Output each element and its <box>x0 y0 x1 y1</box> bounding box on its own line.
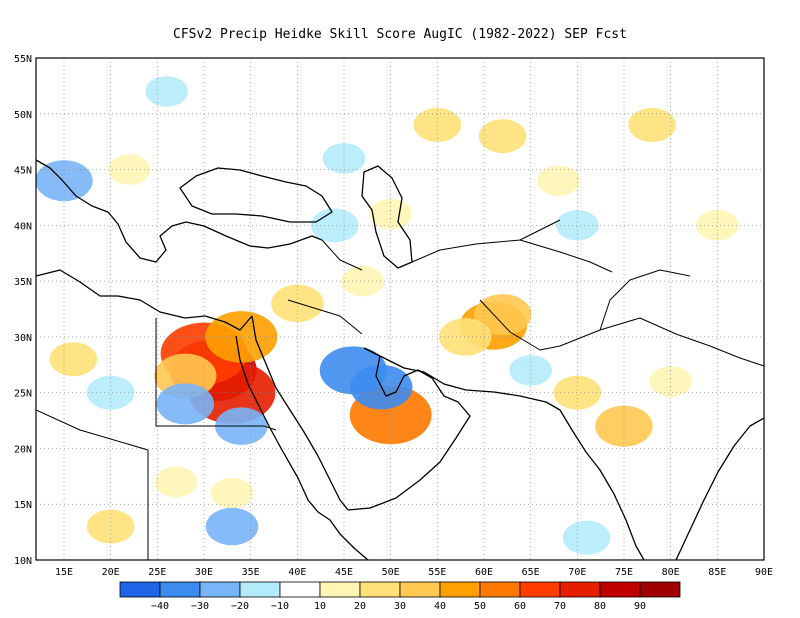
lon-tick-label: 60E <box>475 567 493 578</box>
lat-tick-label: 10N <box>14 556 32 567</box>
lat-tick-label: 35N <box>14 277 32 288</box>
black-sea-coast <box>179 167 333 223</box>
colorbar-label: −10 <box>271 601 289 612</box>
skill-patch <box>205 507 259 546</box>
skill-patch <box>473 294 532 336</box>
skill-patch <box>107 154 151 185</box>
colorbar-swatch <box>519 581 561 598</box>
colorbar-swatch <box>239 581 281 598</box>
lat-tick-label: 15N <box>14 500 32 511</box>
lon-tick-label: 75E <box>615 567 633 578</box>
skill-patch <box>310 208 359 243</box>
skill-patch <box>341 265 385 297</box>
lat-tick-label: 30N <box>14 333 32 344</box>
lat-tick-label: 55N <box>14 54 32 65</box>
colorbar-label: 80 <box>594 601 606 612</box>
colorbar-label: 60 <box>514 601 526 612</box>
skill-patch <box>154 466 198 498</box>
colorbar-label: 90 <box>634 601 646 612</box>
skill-patch <box>271 284 324 323</box>
skill-field <box>36 76 739 555</box>
lon-tick-label: 70E <box>568 567 586 578</box>
lon-tick-label: 85E <box>708 567 726 578</box>
lon-tick-label: 65E <box>522 567 540 578</box>
skill-patch <box>413 107 462 142</box>
skill-patch <box>36 160 93 202</box>
skill-patch <box>478 119 527 154</box>
lon-tick-label: 25E <box>148 567 166 578</box>
lat-tick-label: 50N <box>14 110 32 121</box>
colorbar-swatch <box>559 581 601 598</box>
skill-patch <box>156 383 215 425</box>
iran-coast <box>363 347 561 411</box>
colorbar-label: 70 <box>554 601 566 612</box>
map-title: CFSv2 Precip Heidke Skill Score AugIC (1… <box>173 27 627 42</box>
skill-patch <box>695 210 739 241</box>
colorbar: −40 −30 −20 −10 10 20 30 40 50 60 70 80 90 <box>119 581 681 612</box>
skill-patch <box>649 366 693 397</box>
colorbar-label: 20 <box>354 601 366 612</box>
skill-patch <box>49 342 98 377</box>
colorbar-label: −20 <box>231 601 249 612</box>
lon-tick-label: 15E <box>55 567 73 578</box>
skill-patch <box>205 311 278 363</box>
skill-patch <box>86 375 135 410</box>
lon-tick-label: 45E <box>335 567 353 578</box>
lat-tick-label: 40N <box>14 221 32 232</box>
lon-tick-label: 30E <box>195 567 213 578</box>
colorbar-swatch <box>279 581 321 598</box>
colorbar-label: 40 <box>434 601 446 612</box>
india-coast <box>559 409 764 560</box>
colorbar-label: −40 <box>151 601 169 612</box>
colorbar-swatch <box>399 581 441 598</box>
colorbar-label: 50 <box>474 601 486 612</box>
horn-coast <box>317 511 369 560</box>
lon-tick-label: 50E <box>382 567 400 578</box>
lon-tick-label: 80E <box>662 567 680 578</box>
colorbar-swatch <box>639 581 681 598</box>
axis-labels: 15E 20E 25E 30E 35E 40E 45E 50E 55E 60E 65E 70E 75E 8… <box>14 54 773 578</box>
colorbar-swatch <box>439 581 481 598</box>
lon-tick-label: 90E <box>755 567 773 578</box>
lon-tick-label: 55E <box>428 567 446 578</box>
skill-patch <box>145 76 189 107</box>
colorbar-label: 30 <box>394 601 406 612</box>
skill-patch <box>562 520 611 555</box>
colorbar-label: 10 <box>314 601 326 612</box>
colorbar-swatch <box>159 581 201 598</box>
country-borders <box>36 219 764 560</box>
colorbar-label: −30 <box>191 601 209 612</box>
coastlines <box>36 159 764 560</box>
skill-patch <box>553 375 602 410</box>
colorbar-swatch <box>199 581 241 598</box>
north-africa-coast <box>36 269 253 331</box>
lat-tick-label: 45N <box>14 166 32 177</box>
lon-tick-label: 20E <box>102 567 120 578</box>
skill-patch <box>439 318 492 356</box>
colorbar-swatch <box>119 581 161 598</box>
skill-patch <box>537 165 581 196</box>
arabian-coast <box>347 347 471 511</box>
colorbar-swatch <box>319 581 361 598</box>
lon-tick-label: 35E <box>242 567 260 578</box>
skill-patch <box>555 210 599 241</box>
map-frame <box>35 57 765 561</box>
colorbar-swatch <box>359 581 401 598</box>
skill-patch <box>210 477 254 509</box>
lat-tick-label: 25N <box>14 389 32 400</box>
skill-patch <box>628 107 676 142</box>
europe-coast <box>36 159 323 263</box>
colorbar-swatch <box>599 581 641 598</box>
colorbar-swatch <box>479 581 521 598</box>
lon-tick-label: 40E <box>288 567 306 578</box>
lat-tick-label: 20N <box>14 444 32 455</box>
